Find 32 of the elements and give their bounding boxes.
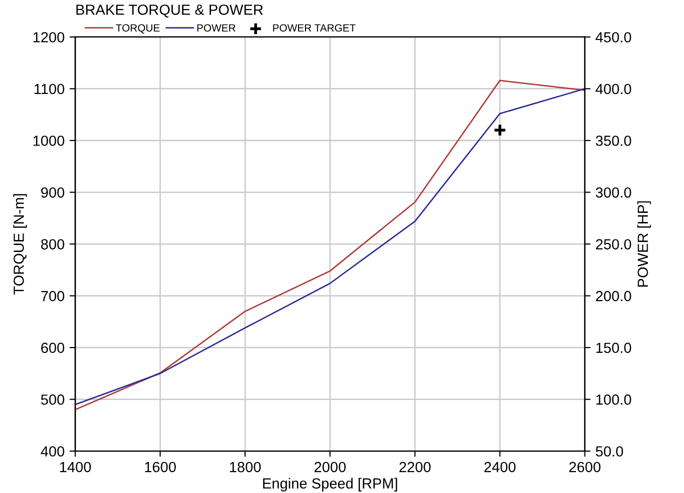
y-tick-label: 1200: [33, 32, 64, 42]
y2-tick-label: 350.0: [596, 136, 632, 146]
x-tick-label: 1400: [60, 462, 91, 472]
chart-title: BRAKE TORQUE & POWER: [76, 4, 263, 18]
legend-label: TORQUE: [116, 24, 160, 34]
y-tick-label: 600: [41, 342, 64, 353]
y2-tick-label: 250.0: [596, 239, 632, 250]
x-tick-label: 2200: [399, 462, 431, 472]
y-axis-title: TORQUE [N-m]: [13, 194, 27, 295]
y-tick-label: 400: [40, 446, 64, 457]
x-axis-title: Engine Speed [RPM]: [263, 478, 398, 492]
y-tick-label: 500: [41, 394, 64, 405]
y2-tick-label: 100.0: [596, 394, 632, 405]
y-tick-label: 700: [41, 290, 64, 302]
legend-label: POWER TARGET: [273, 24, 356, 32]
y-tick-label: 1100: [34, 84, 64, 94]
y-tick-label: 900: [41, 187, 64, 198]
y2-tick-label: 400.0: [596, 84, 632, 94]
x-tick-label: 1600: [145, 462, 176, 472]
y2-axis-title: POWER [HP]: [637, 201, 651, 287]
y2-tick-label: 150.0: [596, 342, 632, 353]
y2-tick-label: 200.0: [596, 290, 632, 302]
x-tick-label: 2600: [569, 462, 600, 472]
y2-tick-label: 50.0: [596, 446, 624, 457]
x-tick-label: 2000: [314, 462, 346, 472]
y2-tick-label: 300.0: [596, 187, 632, 198]
x-tick-label: 2400: [484, 462, 516, 472]
legend-label: POWER: [197, 24, 236, 32]
y-tick-label: 1000: [33, 136, 64, 146]
y2-tick-label: 450.0: [596, 32, 632, 42]
x-tick-label: 1800: [230, 462, 261, 472]
y-tick-label: 800: [41, 239, 64, 250]
